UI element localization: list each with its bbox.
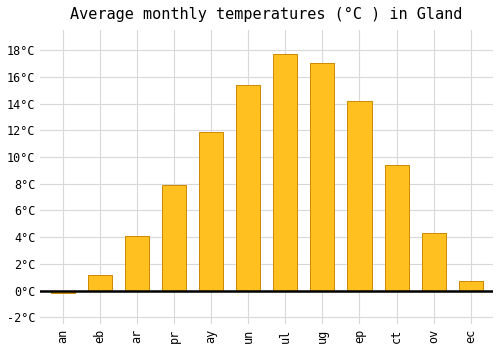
Bar [422, 233, 446, 290]
Bar [162, 185, 186, 290]
Bar [384, 165, 408, 290]
Title: Average monthly temperatures (°C ) in Gland: Average monthly temperatures (°C ) in Gl… [70, 7, 463, 22]
Bar [124, 236, 149, 290]
Bar [273, 54, 297, 290]
Bar [348, 101, 372, 290]
Bar [199, 132, 223, 290]
Bar [458, 281, 483, 290]
Bar [310, 63, 334, 290]
Bar [88, 274, 112, 290]
Bar [236, 85, 260, 290]
Bar [50, 290, 74, 293]
